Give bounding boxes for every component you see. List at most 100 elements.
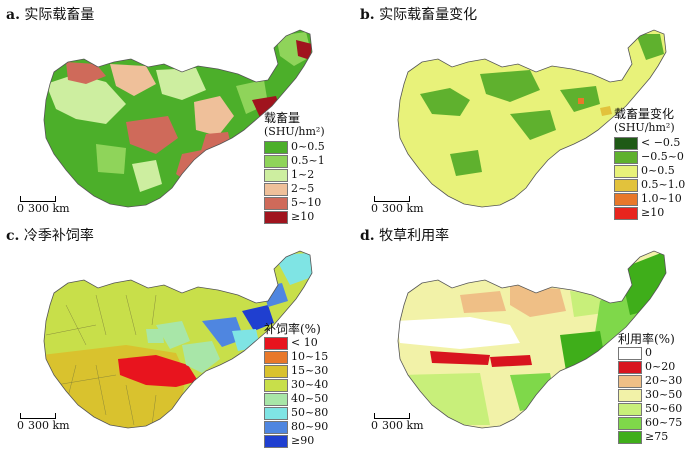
legend-c-item: 15~30: [264, 365, 328, 379]
scale-bar-line: [20, 413, 56, 419]
legend-swatch: [264, 337, 288, 351]
legend-label: 30~40: [291, 378, 329, 392]
legend-c-item: ≥90: [264, 435, 328, 449]
legend-c-item: 50~80: [264, 407, 328, 421]
panel-c-letter: c.: [6, 228, 20, 244]
scale-bar-line: [374, 196, 410, 202]
legend-d-item: 50~60: [618, 403, 682, 417]
legend-label: 30~50: [645, 388, 683, 402]
panel-a-letter: a.: [6, 7, 20, 23]
legend-label: ≥10: [291, 210, 315, 224]
panel-c-title: c. 冷季补饲率: [6, 225, 94, 245]
legend-label: 10~15: [291, 350, 329, 364]
legend-c-item: < 10: [264, 337, 328, 351]
legend-swatch: [614, 192, 638, 206]
legend-swatch: [618, 389, 642, 403]
legend-d-item: 20~30: [618, 375, 682, 389]
legend-swatch: [618, 361, 642, 375]
legend-label: −0.5~0: [641, 150, 684, 164]
legend-c-item: 40~50: [264, 393, 328, 407]
legend-swatch: [264, 154, 288, 168]
panel-b-letter: b.: [360, 7, 375, 23]
legend-swatch: [614, 178, 638, 192]
legend-swatch: [264, 407, 288, 421]
legend-swatch: [264, 196, 288, 210]
legend-label: ≥90: [291, 434, 315, 448]
legend-d-item: 0: [618, 347, 682, 361]
legend-c: 补饲率(%) < 10 10~15 15~30 30~40 40~50 50~8…: [264, 322, 329, 449]
legend-c-title: 补饲率(%): [264, 322, 321, 336]
legend-swatch: [264, 168, 288, 182]
legend-label: 0~0.5: [641, 164, 675, 178]
legend-d-title: 利用率(%): [618, 332, 675, 346]
legend-swatch: [618, 431, 642, 445]
legend-a-item: 2~5: [264, 182, 325, 196]
panel-d-title-text: 牧草利用率: [379, 228, 450, 244]
scale-zero: 0: [371, 202, 378, 215]
legend-swatch: [614, 150, 638, 164]
legend-a-unit: (SHU/hm²): [264, 124, 325, 138]
legend-a-item: 1~2: [264, 168, 325, 182]
panel-b-title-text: 实际载畜量变化: [379, 7, 478, 23]
legend-d: 利用率(%) 0 0~20 20~30 30~50 50~60 60~75 ≥7…: [618, 332, 682, 445]
legend-label: 50~80: [291, 406, 329, 420]
legend-swatch: [614, 206, 638, 220]
panel-d-letter: d.: [360, 228, 375, 244]
panel-a-title-text: 实际载畜量: [24, 7, 95, 23]
legend-d-item: ≥75: [618, 431, 682, 445]
panel-b: b. 实际载畜量变化 载畜量变化 (SHU/hm²) < −0.5 −0.5~0…: [360, 4, 700, 220]
panel-b-title: b. 实际载畜量变化: [360, 4, 477, 24]
legend-a-item: 5~10: [264, 196, 325, 210]
legend-label: 0.5~1.0: [641, 178, 686, 192]
legend-label: 15~30: [291, 364, 329, 378]
legend-swatch: [264, 140, 288, 154]
panel-d: d. 牧草利用率 利用率(%) 0 0~20 20~30 30~50 50~60…: [360, 225, 700, 445]
legend-label: 0.5~1: [291, 154, 325, 168]
legend-b: 载畜量变化 (SHU/hm²) < −0.5 −0.5~0 0~0.5 0.5~…: [614, 107, 685, 220]
legend-label: 50~60: [645, 402, 683, 416]
legend-label: 2~5: [291, 182, 315, 196]
legend-label: 40~50: [291, 392, 329, 406]
panel-c: c. 冷季补饲率 补饲率(%) < 10 10~15 15~30 30~40 4…: [6, 225, 346, 449]
legend-label: 80~90: [291, 420, 329, 434]
legend-label: 1.0~10: [641, 192, 682, 206]
scale-label: 300 km: [28, 202, 70, 215]
legend-label: ≥10: [641, 206, 665, 220]
legend-swatch: [264, 365, 288, 379]
legend-b-title: 载畜量变化: [614, 107, 675, 121]
legend-label: 60~75: [645, 416, 683, 430]
legend-label: 0~0.5: [291, 140, 325, 154]
legend-d-item: 30~50: [618, 389, 682, 403]
legend-b-item: 0.5~1.0: [614, 178, 685, 192]
legend-swatch: [614, 136, 638, 150]
legend-label: 5~10: [291, 196, 322, 210]
legend-swatch: [264, 421, 288, 435]
scale-label: 300 km: [382, 419, 424, 432]
legend-label: < −0.5: [641, 136, 681, 150]
legend-a-item: 0~0.5: [264, 140, 325, 154]
legend-swatch: [264, 393, 288, 407]
scale-zero: 0: [17, 202, 24, 215]
legend-swatch: [264, 182, 288, 196]
legend-swatch: [264, 351, 288, 365]
legend-b-item: 0~0.5: [614, 164, 685, 178]
legend-label: 0: [645, 346, 652, 360]
scale-zero: 0: [17, 419, 24, 432]
legend-c-item: 80~90: [264, 421, 328, 435]
legend-label: ≥75: [645, 430, 669, 444]
legend-b-item: ≥10: [614, 206, 685, 220]
legend-swatch: [618, 375, 642, 389]
scale-label: 300 km: [28, 419, 70, 432]
scale-bar-line: [374, 413, 410, 419]
legend-label: 1~2: [291, 168, 315, 182]
legend-label: 0~20: [645, 360, 676, 374]
scale-label: 300 km: [382, 202, 424, 215]
legend-a-item: 0.5~1: [264, 154, 325, 168]
legend-label: 20~30: [645, 374, 683, 388]
legend-d-item: 60~75: [618, 417, 682, 431]
legend-b-unit: (SHU/hm²): [614, 120, 675, 134]
legend-label: < 10: [291, 336, 318, 350]
legend-c-item: 10~15: [264, 351, 328, 365]
legend-swatch: [264, 379, 288, 393]
legend-d-item: 0~20: [618, 361, 682, 375]
